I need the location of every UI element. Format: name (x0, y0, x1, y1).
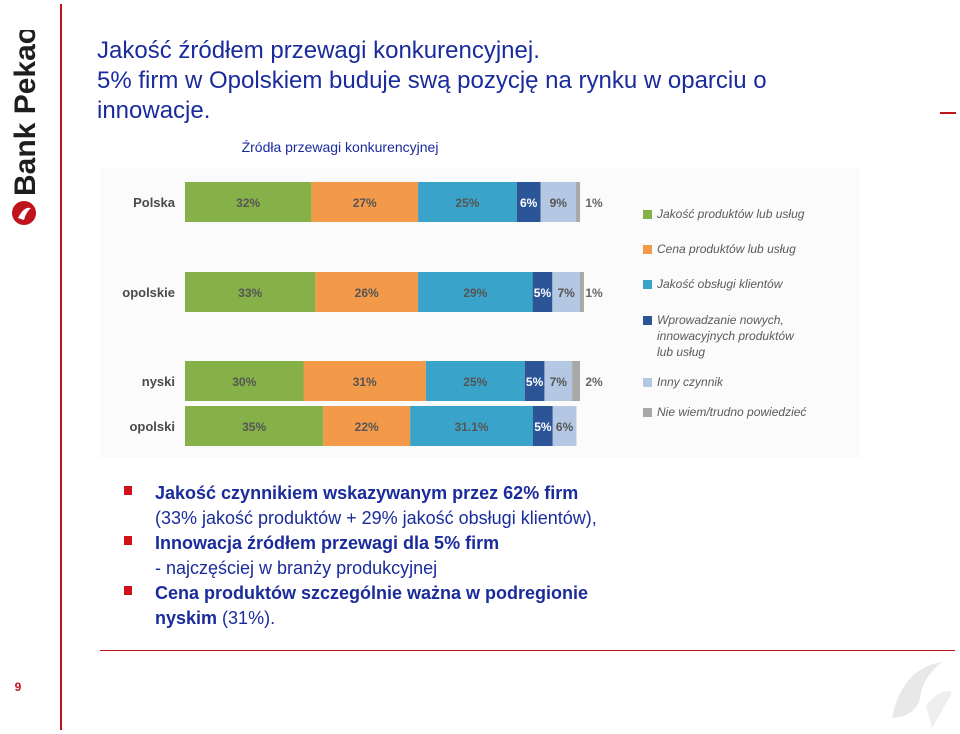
bar-segment (311, 182, 419, 222)
data-label: 7% (558, 286, 576, 300)
data-label: 25% (455, 196, 479, 210)
bar-segment (315, 272, 419, 312)
legend-label: Nie wiem/trudno powiedzieć (657, 405, 806, 419)
bar-segment (552, 406, 577, 446)
bullet-item: Cena produktów szczególnie ważna w podre… (124, 581, 844, 606)
data-label: 25% (463, 375, 487, 389)
bar-segment (410, 406, 533, 446)
page-number: 9 (14, 680, 22, 694)
legend-label: Wprowadzanie nowych, (657, 313, 784, 327)
bullet-text: Innowacja źródłem przewagi dla 5% firm (155, 533, 500, 553)
bullet-list: Jakość czynnikiem wskazywanym przez 62% … (124, 481, 844, 631)
data-label: 1% (585, 286, 603, 300)
bank-pekao-logo: Bank Pekao (9, 30, 42, 225)
legend-swatch (643, 210, 652, 219)
bullet-continuation-text: (31%). (217, 608, 276, 628)
legend-label: Inny czynnik (657, 375, 724, 389)
bar-segment (185, 182, 312, 222)
bullet-continuation-bold: nyskim (155, 608, 218, 628)
svg-text:Bank Pekao: Bank Pekao (9, 30, 42, 196)
sidebar-accent-line (60, 4, 62, 730)
data-label: 31% (353, 375, 377, 389)
data-label: 33% (238, 286, 262, 300)
data-label: 30% (232, 375, 256, 389)
bar-segment (540, 182, 577, 222)
bar-segment (532, 272, 553, 312)
data-label: 22% (355, 420, 379, 434)
bar-segment (580, 272, 584, 312)
data-label: 7% (550, 375, 568, 389)
bar-segment (185, 406, 324, 446)
bar-segment (532, 406, 553, 446)
title-line-3: innowacje. (97, 97, 211, 124)
data-label: 5% (526, 375, 544, 389)
slide-title: Jakość źródłem przewagi konkurencyjnej. … (97, 36, 877, 126)
bar-segment (576, 182, 580, 222)
legend-label: Jakość obsługi klientów (656, 277, 784, 291)
stacked-bar-chart: Źródła przewagi konkurencyjnej Polska 32% 2… (100, 139, 860, 458)
legend-swatch (643, 280, 652, 289)
bar-segment (572, 361, 580, 401)
top-accent-rule (940, 112, 956, 114)
data-label: 31.1% (455, 420, 489, 434)
bullet-item: Jakość czynnikiem wskazywanym przez 62% … (124, 481, 844, 506)
bar-segment (516, 182, 541, 222)
bar-segment (418, 182, 517, 222)
bottom-accent-rule (100, 650, 955, 651)
data-label: 5% (534, 420, 552, 434)
bullet-text: Jakość czynnikiem wskazywanym przez 62% … (155, 483, 579, 503)
data-label: 6% (520, 196, 538, 210)
title-line-1: Jakość źródłem przewagi konkurencyjnej. (97, 37, 540, 64)
bullet-continuation: (33% jakość produktów + 29% jakość obsłu… (155, 508, 597, 528)
data-label: 5% (534, 286, 552, 300)
legend-label: lub usług (657, 345, 705, 359)
legend-label: Cena produktów lub usług (657, 242, 796, 256)
bullet-item: Innowacja źródłem przewagi dla 5% firm (124, 531, 844, 556)
data-label: 26% (355, 286, 379, 300)
bullet-text: Cena produktów szczególnie ważna w podre… (155, 583, 589, 603)
data-label: 27% (353, 196, 377, 210)
legend-swatch (643, 245, 652, 254)
category-label: opolski (129, 419, 175, 434)
data-label: 29% (463, 286, 487, 300)
bar-segment (552, 272, 580, 312)
bar-segment (544, 361, 573, 401)
chart-title: Źródła przewagi konkurencyjnej (242, 139, 439, 155)
bar-segment (303, 361, 426, 401)
legend-swatch (643, 378, 652, 387)
legend-label: innowacyjnych produktów (657, 329, 795, 343)
title-line-2: 5% firm w Opolskiem buduje swą pozycję n… (97, 67, 767, 94)
bar-segment (323, 406, 411, 446)
bullet-continuation: nyskim (31%). (124, 606, 844, 631)
bar-segment (185, 361, 304, 401)
bullet-continuation: - najczęściej w branży produkcyjnej (155, 558, 438, 578)
category-label: Polska (133, 195, 176, 210)
legend-swatch (643, 408, 652, 417)
bar-segment (425, 361, 525, 401)
data-label: 2% (585, 375, 603, 389)
category-label: nyski (142, 374, 175, 389)
legend-swatch (643, 316, 652, 325)
bank-logo-watermark (892, 662, 952, 728)
data-label: 9% (550, 196, 568, 210)
data-label: 35% (242, 420, 266, 434)
data-label: 6% (556, 420, 574, 434)
data-label: 1% (585, 196, 603, 210)
data-label: 32% (236, 196, 260, 210)
bar-segment (418, 272, 533, 312)
bar-segment (524, 361, 545, 401)
legend-label: Jakość produktów lub usług (656, 207, 805, 221)
category-label: opolskie (122, 285, 175, 300)
bar-segment (185, 272, 316, 312)
